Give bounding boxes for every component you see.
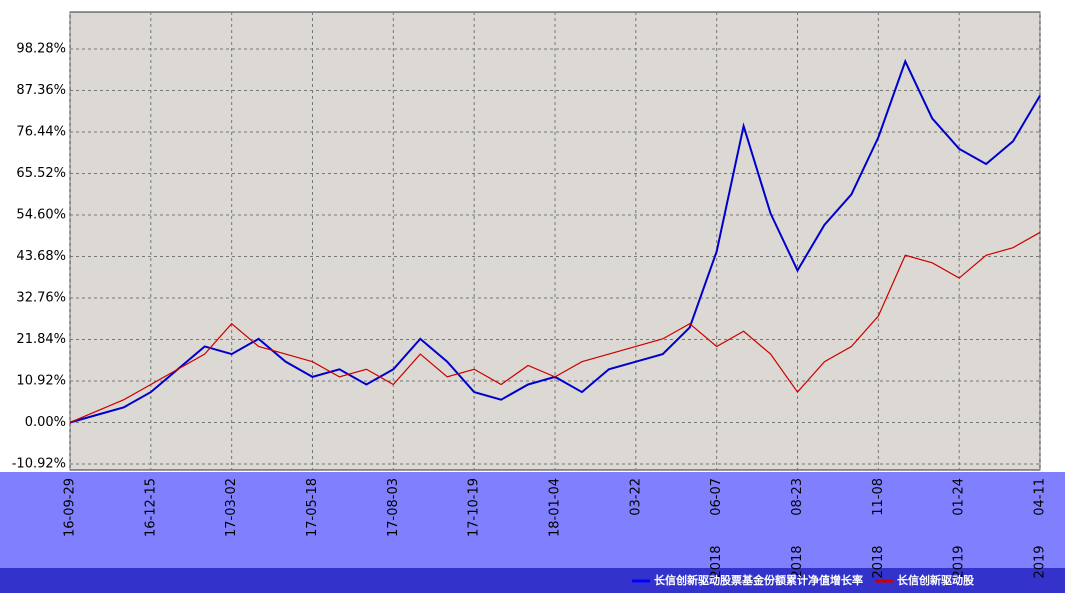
x-tick-label: 16-12-15	[143, 478, 158, 537]
x-tick-label: 18-01-04	[548, 478, 563, 537]
y-tick-label: 21.84%	[16, 332, 66, 347]
y-tick-label: 87.36%	[16, 83, 66, 98]
y-tick-label: 10.92%	[16, 373, 66, 388]
y-tick-label: 65.52%	[16, 166, 66, 181]
y-tick-label: 76.44%	[16, 124, 66, 139]
y-tick-label: -10.92%	[12, 456, 66, 471]
x-year-label: 2018	[871, 545, 886, 578]
x-tick-label: 03-22	[628, 478, 643, 516]
x-tick-label: 16-09-29	[63, 478, 78, 537]
x-tick-label: 17-08-03	[386, 478, 401, 537]
x-tick-label: 06-07	[709, 478, 724, 516]
legend-label: 长信创新驱动股	[897, 573, 975, 587]
x-tick-label: 01-24	[952, 478, 967, 516]
x-tick-label: 08-23	[790, 478, 805, 516]
x-tick-label: 17-10-19	[467, 478, 482, 537]
x-tick-label: 11-08	[871, 478, 886, 516]
x-tick-label: 04-11	[1033, 478, 1048, 516]
x-tick-label: 17-05-18	[305, 478, 320, 537]
y-tick-label: 98.28%	[16, 41, 66, 56]
x-tick-label: 17-03-02	[224, 478, 239, 537]
y-tick-label: 43.68%	[16, 249, 66, 264]
chart: -10.92% 0.00% 10.92% 21.84% 32.76% 43.68% 54.6…	[0, 0, 1065, 593]
x-year-label: 2019	[1033, 545, 1048, 578]
legend-label: 长信创新驱动股票基金份额累计净值增长率	[654, 573, 863, 587]
y-tick-label: 0.00%	[25, 415, 66, 430]
y-tick-label: 32.76%	[16, 290, 66, 305]
y-tick-label: 54.60%	[16, 207, 66, 222]
